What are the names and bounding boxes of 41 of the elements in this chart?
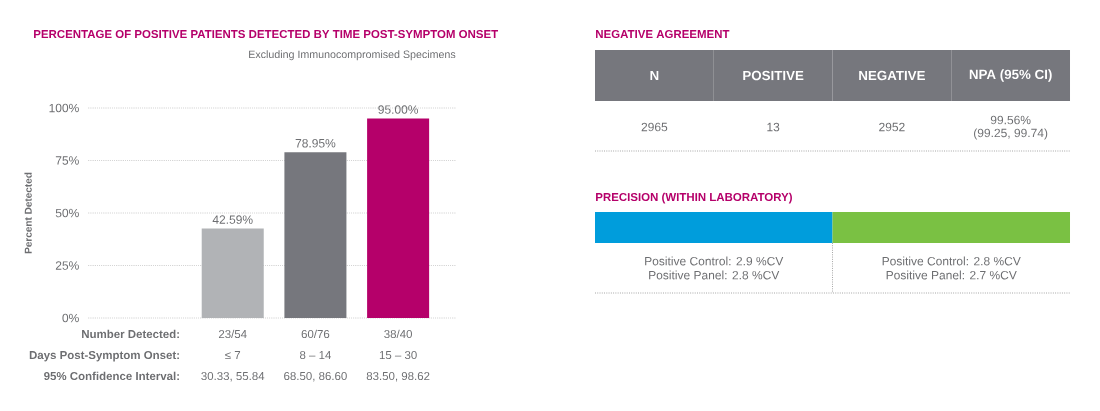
text: 38/40 — [384, 329, 412, 339]
y-tick-label: 25% — [55, 261, 79, 270]
y-tick-label: 50% — [55, 208, 79, 218]
text: 95% Confidence Interval: — [44, 371, 179, 381]
text: Positive Panel: 2.8 %CV — [649, 270, 780, 280]
data-label: 78.95% — [295, 139, 336, 148]
category-label: N — [650, 70, 659, 81]
chart-subtitle: Excluding Immunocompromised Specimens — [249, 50, 456, 61]
text: 13 — [767, 122, 780, 132]
text: 2952 — [879, 122, 905, 132]
chart-title: PERCENTAGE OF POSITIVE PATIENTS DETECTED BY TIME POST-SYMPTOM ONSET — [34, 29, 499, 39]
text: 83.50, 98.62 — [366, 372, 430, 382]
text: PRECISION (WITHIN LABORATORY) — [596, 192, 792, 204]
x-axis-title: Days Post-Symptom Onset: — [29, 351, 179, 362]
text: Positive Control: 2.9 %CV — [645, 256, 784, 266]
text: Number Detected: — [82, 329, 179, 339]
bar — [367, 118, 430, 318]
y-tick-label: 0% — [62, 313, 79, 323]
text: (99.25, 99.74) — [974, 128, 1048, 140]
data-label: 42.59% — [212, 215, 253, 224]
text: 30.33, 55.84 — [201, 372, 265, 382]
bar — [284, 152, 347, 318]
text: 60/76 — [301, 329, 330, 339]
y-tick-label: 100% — [49, 103, 79, 113]
text: NEGATIVE AGREEMENT — [596, 29, 730, 39]
text: 68.50, 86.60 — [284, 372, 347, 382]
text: 99.56% — [990, 115, 1031, 125]
bar — [201, 228, 264, 318]
text: Positive Control: 2.8 %CV — [882, 256, 1021, 266]
x-tick-label: 15 – 30 — [379, 351, 417, 360]
y-axis-title: Percent Detected — [24, 172, 32, 254]
text: 23/54 — [218, 329, 247, 339]
category-label: NEGATIVE — [859, 70, 925, 81]
category-label: NPA (95% CI) — [969, 69, 1052, 82]
text: 2965 — [641, 122, 668, 132]
x-tick-label: 8 – 14 — [299, 351, 332, 360]
y-tick-label: 75% — [55, 156, 79, 165]
x-tick-label: ≤ 7 — [225, 351, 241, 360]
category-label: POSITIVE — [743, 70, 804, 81]
text: Positive Panel: 2.7 %CV — [886, 270, 1017, 280]
data-label: 95.00% — [378, 105, 419, 114]
